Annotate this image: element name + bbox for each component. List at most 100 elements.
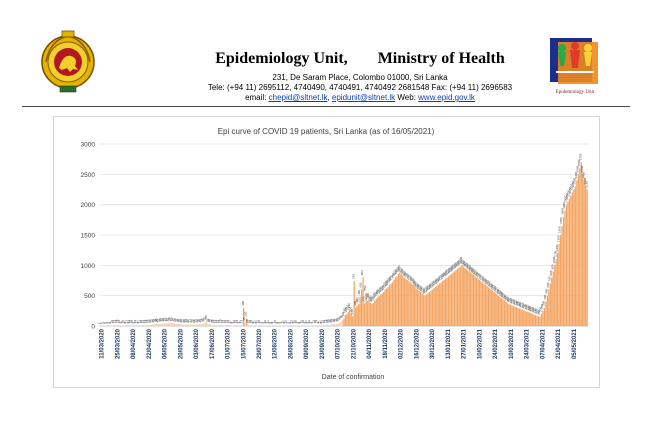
bar bbox=[533, 314, 535, 326]
bar bbox=[250, 325, 252, 326]
bar-data-label: 600 bbox=[359, 282, 363, 287]
bar bbox=[573, 189, 575, 326]
bar bbox=[477, 278, 479, 326]
bar-data-label: 16 bbox=[247, 319, 251, 323]
bar bbox=[114, 325, 116, 326]
bar-data-label: 2400 bbox=[574, 171, 578, 178]
bar-data-label: 25 bbox=[194, 319, 198, 323]
bar bbox=[186, 324, 189, 326]
bar-data-label: 60 bbox=[202, 317, 206, 321]
bar bbox=[331, 324, 333, 326]
y-axis-labels: 0 500 1000 1500 2000 2500 3000 bbox=[81, 142, 96, 331]
bar-data-label: 820 bbox=[394, 269, 398, 274]
epi-curve-chart: Epi curve of COVID 19 patients, Sri Lank… bbox=[81, 127, 589, 381]
bar bbox=[564, 210, 566, 326]
bar-data-label: 680 bbox=[483, 277, 487, 282]
bar bbox=[509, 304, 512, 326]
epidemiology-unit-logo: Epidemiology Unit bbox=[550, 38, 598, 95]
bar bbox=[501, 298, 503, 326]
bar bbox=[577, 174, 579, 326]
bar-data-label: 2000 bbox=[564, 196, 568, 203]
bar-data-label: 8 bbox=[298, 322, 302, 324]
bar-data-label: 740 bbox=[440, 274, 444, 279]
bar-data-label: 120 bbox=[341, 311, 345, 316]
bar-data-label: 6 bbox=[286, 322, 290, 324]
bar bbox=[473, 275, 475, 326]
bar-data-label: 13 bbox=[220, 320, 224, 324]
bar bbox=[315, 325, 317, 326]
bar bbox=[309, 325, 311, 326]
bar bbox=[412, 284, 414, 326]
bar bbox=[427, 293, 429, 326]
bar bbox=[347, 312, 349, 326]
bar bbox=[440, 282, 442, 326]
bar bbox=[136, 325, 139, 326]
bar-data-label: 290 bbox=[516, 301, 520, 306]
bar-data-label: 250 bbox=[522, 303, 526, 308]
bar bbox=[585, 186, 587, 326]
bar-data-label: 620 bbox=[384, 281, 388, 286]
bar-data-label: 28 bbox=[331, 319, 335, 323]
bar bbox=[558, 244, 560, 326]
bar bbox=[158, 324, 161, 326]
bar bbox=[282, 325, 285, 326]
x-tick-label: 30/12/2020 bbox=[430, 328, 436, 359]
bar-data-label: 830 bbox=[400, 268, 404, 273]
bar-data-label: 45 bbox=[160, 318, 164, 322]
bar bbox=[145, 325, 147, 326]
bar-data-label: 30 bbox=[176, 319, 180, 323]
y-tick-label: 1000 bbox=[81, 263, 96, 270]
bar-data-label: 32 bbox=[157, 318, 161, 322]
bar bbox=[397, 274, 400, 326]
bar-data-label: 2 bbox=[102, 322, 106, 324]
bar bbox=[291, 325, 293, 326]
bar bbox=[393, 279, 395, 326]
bar bbox=[241, 325, 243, 326]
bar bbox=[207, 323, 209, 326]
bar bbox=[520, 309, 522, 326]
page-title: Epidemiology Unit, Ministry of Health bbox=[120, 50, 600, 68]
bar-data-label: 10 bbox=[273, 320, 277, 324]
email-line: email: chepid@sltnet.lk, epidunit@sltnet… bbox=[120, 93, 600, 102]
bar-data-label: 15 bbox=[217, 319, 221, 323]
website-link[interactable]: www.epid.gov.lk bbox=[418, 93, 475, 102]
bar-data-label: 940 bbox=[455, 262, 459, 267]
bar-data-label: 7 bbox=[279, 322, 283, 324]
bar-data-label: 1 bbox=[99, 322, 103, 324]
bar-data-label: 20 bbox=[182, 319, 186, 323]
bar bbox=[586, 189, 588, 326]
bar-data-label: 18 bbox=[145, 319, 149, 323]
bar-data-label: 14 bbox=[226, 319, 230, 323]
x-tick-label: 05/05/2021 bbox=[572, 328, 578, 359]
email-link-chepid[interactable]: chepid@sltnet.lk bbox=[268, 93, 328, 102]
bar bbox=[129, 325, 131, 326]
bar bbox=[132, 325, 134, 326]
bar-data-label: 600 bbox=[429, 282, 433, 287]
bar bbox=[175, 323, 177, 326]
bar-data-label: 40 bbox=[201, 318, 205, 322]
bar-data-label: 460 bbox=[499, 291, 503, 296]
x-tick-label: 10/03/2021 bbox=[509, 328, 515, 359]
bar-data-label: 52 bbox=[170, 317, 174, 321]
x-tick-label: 16/12/2020 bbox=[414, 328, 420, 359]
bar bbox=[511, 305, 513, 326]
bar bbox=[490, 289, 492, 326]
bar-data-label: 12 bbox=[216, 320, 220, 324]
bar bbox=[378, 295, 380, 326]
bar-data-label: 310 bbox=[514, 300, 518, 305]
bar bbox=[375, 298, 377, 326]
bar bbox=[219, 325, 221, 326]
bar-data-label: 8 bbox=[319, 322, 323, 324]
bar bbox=[545, 301, 547, 326]
bar-data-label: 8 bbox=[108, 322, 112, 324]
bar-data-label: 280 bbox=[518, 302, 522, 307]
chart-grid bbox=[100, 143, 588, 327]
bar-data-label: 20 bbox=[326, 319, 330, 323]
bar bbox=[496, 294, 498, 326]
bar-data-label: 800 bbox=[549, 270, 553, 275]
x-tick-label: 17/06/2020 bbox=[210, 328, 216, 359]
email-link-epidunit[interactable]: epidunit@sltnet.lk bbox=[331, 93, 396, 102]
bar-data-label: 10 bbox=[110, 320, 114, 324]
bar bbox=[178, 324, 180, 326]
bar bbox=[565, 204, 568, 326]
